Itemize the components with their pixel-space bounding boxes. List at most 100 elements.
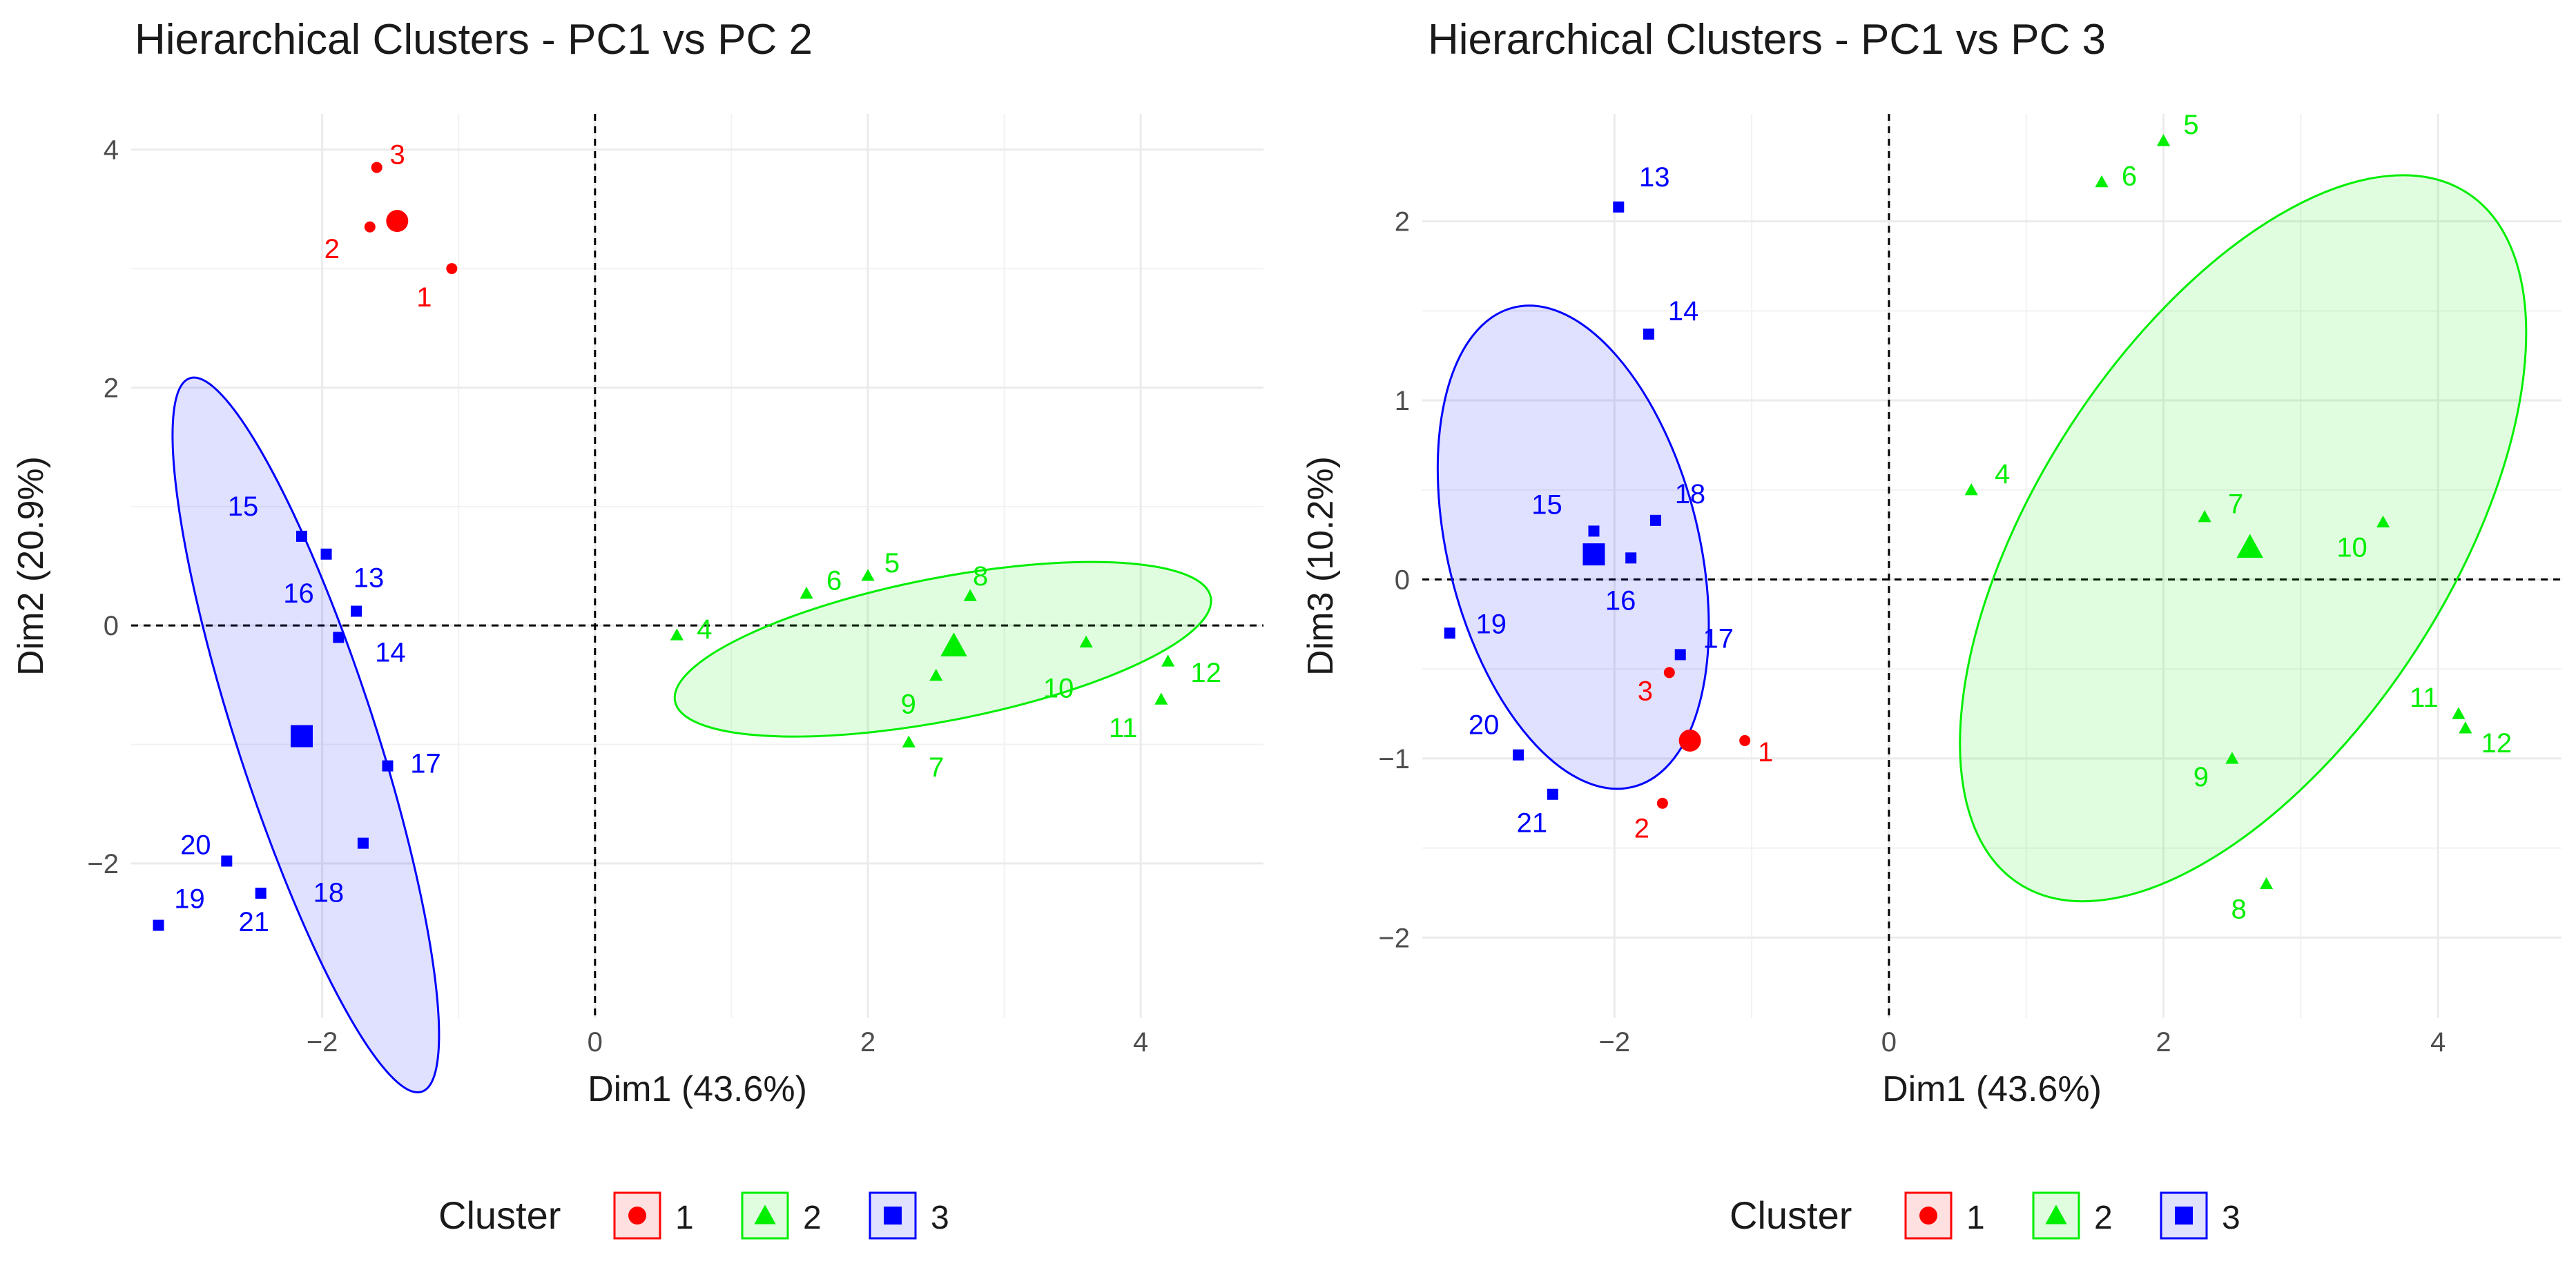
cluster-centroid	[940, 632, 967, 656]
point-label: 2	[325, 234, 340, 264]
point-label: 11	[1109, 713, 1138, 743]
series-cluster-2: 4 5 6 7 8 9 10 11 12	[1964, 110, 2512, 924]
x-tick-label: −2	[1599, 1027, 1631, 1057]
data-point	[371, 162, 382, 173]
data-point	[1964, 483, 1978, 496]
cluster-centroid	[1582, 543, 1605, 566]
point-label: 21	[1517, 808, 1548, 839]
legend-symbol-1	[628, 1207, 646, 1225]
cluster-ellipse-3	[1436, 304, 1710, 790]
data-point	[1643, 329, 1655, 340]
data-point	[296, 530, 307, 542]
point-label: 5	[884, 548, 900, 578]
point-label: 20	[1469, 710, 1500, 741]
cluster-centroid	[1678, 729, 1701, 752]
point-label: 19	[174, 884, 205, 915]
y-tick-label: −1	[1378, 744, 1410, 774]
data-point	[1444, 627, 1455, 639]
data-point	[670, 628, 684, 641]
legend-title: Cluster	[1730, 1193, 1852, 1237]
data-point	[2259, 877, 2274, 890]
point-label: 8	[973, 561, 988, 592]
cluster-ellipse-2	[673, 560, 1212, 738]
point-label: 11	[2410, 683, 2439, 713]
point-label: 9	[901, 690, 916, 720]
cluster-centroid	[386, 210, 409, 233]
point-label: 9	[2194, 762, 2209, 792]
legend-symbol-3	[2175, 1207, 2193, 1225]
x-tick-label: −2	[307, 1027, 338, 1057]
data-point	[333, 632, 345, 643]
data-point	[364, 221, 376, 233]
data-point	[1613, 201, 1625, 213]
x-tick-label: 0	[1881, 1027, 1897, 1057]
data-point	[1674, 649, 1686, 661]
legend-key-1	[1904, 1191, 1953, 1240]
legend-symbol-2	[754, 1204, 776, 1225]
data-point	[902, 735, 916, 748]
legend-label: 2	[803, 1200, 822, 1236]
x-axis-label: Dim1 (43.6%)	[588, 1069, 807, 1109]
series-cluster-1: 1 2 3	[1634, 667, 1773, 844]
y-tick-label: 2	[1395, 207, 1410, 237]
data-point	[800, 587, 813, 599]
series-cluster-3: 13 14 15 16 17 18 19 20 21	[153, 491, 441, 937]
grid-minor	[1422, 114, 2562, 1018]
panel-pc1-vs-pc3: −2 0 2 4−2−10121234567891011121314151617181…	[1301, 16, 2562, 1240]
x-tick-label: 0	[588, 1027, 603, 1057]
data-point	[2156, 134, 2171, 146]
data-point	[2225, 752, 2239, 764]
y-tick-label: 1	[1395, 386, 1410, 416]
chart-title: Hierarchical Clusters - PC1 vs PC 3	[1428, 16, 2106, 64]
legend-label: 1	[1966, 1200, 1985, 1236]
data-point	[446, 263, 458, 275]
point-label: 15	[1531, 489, 1562, 520]
data-point	[1547, 788, 1558, 800]
point-label: 17	[1703, 623, 1734, 654]
point-label: 13	[354, 563, 385, 594]
data-point	[351, 605, 362, 617]
point-label: 5	[2183, 110, 2198, 140]
point-label: 4	[1995, 459, 2010, 489]
grid-minor	[131, 114, 1263, 1018]
y-tick-label: 0	[104, 611, 119, 641]
point-label: 8	[2231, 894, 2246, 924]
cluster-ellipse-2	[1959, 174, 2528, 903]
data-point	[1588, 525, 1600, 537]
data-point	[357, 837, 369, 849]
point-label: 7	[929, 752, 944, 783]
chart-title: Hierarchical Clusters - PC1 vs PC 2	[135, 16, 813, 64]
point-label: 2	[1634, 814, 1649, 844]
y-tick-label: 0	[1395, 565, 1410, 595]
legend-symbol-2	[2045, 1204, 2067, 1225]
point-label: 13	[1639, 162, 1670, 193]
point-label: 6	[826, 566, 842, 596]
y-tick-label: −2	[87, 849, 119, 879]
x-tick-label: 4	[1133, 1027, 1148, 1057]
point-label: 18	[1675, 479, 1706, 509]
data-point	[1079, 635, 1093, 647]
legend-key-2	[741, 1191, 789, 1240]
data-point	[2198, 510, 2211, 523]
cluster-centroid	[2236, 534, 2263, 558]
legend-title: Cluster	[438, 1193, 561, 1237]
data-point	[1656, 797, 1668, 809]
x-tick-label: 2	[860, 1027, 875, 1057]
y-tick-label: 2	[104, 373, 119, 403]
data-point	[1649, 514, 1661, 526]
x-axis-label: Dim1 (43.6%)	[1882, 1069, 2102, 1109]
y-axis-label: Dim3 (10.2%)	[1301, 456, 1341, 676]
point-label: 12	[1190, 658, 1221, 688]
point-label: 10	[1043, 673, 1074, 703]
point-label: 6	[2122, 162, 2137, 192]
x-tick-label: 2	[2156, 1027, 2171, 1057]
data-point	[861, 569, 875, 581]
data-point	[963, 589, 977, 601]
point-label: 21	[238, 907, 269, 937]
data-point	[1663, 667, 1675, 679]
data-point	[2459, 721, 2472, 734]
series-cluster-2: 4 5 6 7 8 9 10 11 12	[670, 548, 1221, 783]
data-point	[1625, 552, 1637, 564]
data-point	[1154, 692, 1168, 705]
